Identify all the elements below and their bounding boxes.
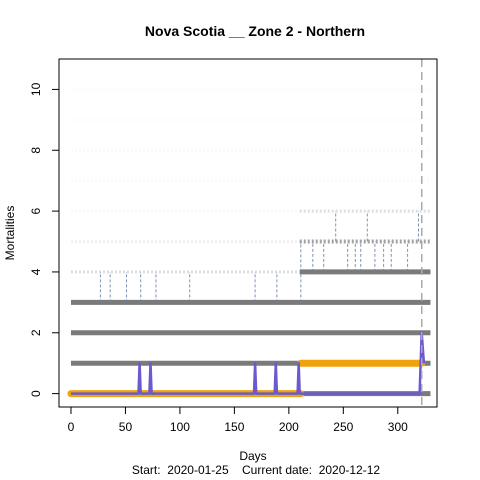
chart-title: Nova Scotia __ Zone 2 - Northern: [145, 23, 365, 39]
x-tick-label: 300: [388, 420, 408, 434]
x-tick-label: 100: [170, 420, 190, 434]
date-subtitle: Start: 2020-01-25 Current date: 2020-12-…: [132, 463, 380, 477]
series-layer: [67, 331, 426, 398]
y-tick-label: 4: [29, 268, 43, 275]
simulation-spike-layer: [99, 211, 419, 303]
x-tick-label: 0: [68, 420, 75, 434]
x-tick-label: 250: [333, 420, 353, 434]
observed-mortality-line: [71, 331, 426, 395]
x-axis: 0 50 100 150 200 250 300: [68, 406, 408, 434]
y-tick-label: 6: [29, 207, 43, 214]
x-tick-label: 150: [224, 420, 244, 434]
simulation-band-layer: [70, 148, 431, 397]
y-axis-label: Mortalities: [3, 206, 17, 261]
x-tick-label: 200: [279, 420, 299, 434]
x-axis-label: Days: [239, 449, 266, 463]
y-tick-label: 0: [29, 390, 43, 397]
y-axis: 0 2 4 6 8 10: [29, 82, 60, 397]
plot-frame: [58, 58, 438, 408]
y-tick-label: 10: [29, 82, 43, 96]
y-tick-label: 2: [29, 329, 43, 336]
y-tick-label: 8: [29, 147, 43, 154]
x-tick-label: 50: [119, 420, 133, 434]
